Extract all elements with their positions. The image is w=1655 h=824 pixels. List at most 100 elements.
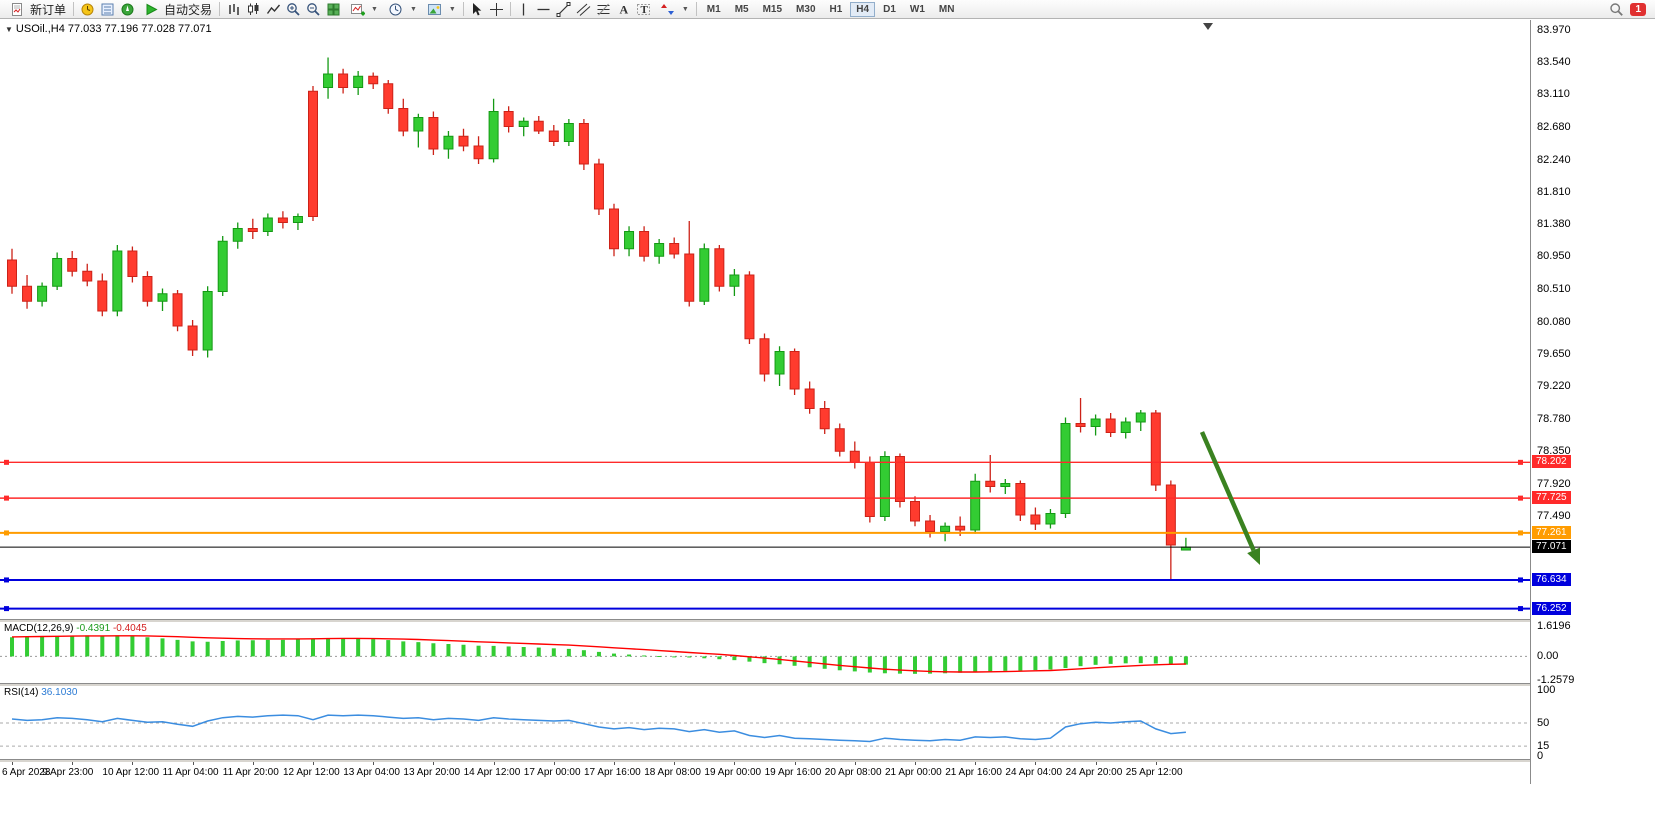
- indicators-button[interactable]: ▼: [343, 1, 382, 18]
- svg-text:T: T: [641, 4, 649, 16]
- time-axis-label: 13 Apr 20:00: [403, 767, 461, 778]
- data-window-icon[interactable]: [97, 1, 117, 18]
- fibonacci-tool-icon[interactable]: [594, 1, 614, 18]
- periods-button[interactable]: ▼: [382, 1, 421, 18]
- macd-indicator-label: MACD(12,26,9) -0.4391 -0.4045: [4, 623, 147, 634]
- timeframe-m15-button[interactable]: M15: [757, 2, 788, 17]
- shift-marker-icon[interactable]: [1203, 23, 1213, 30]
- time-tick: [1155, 762, 1157, 765]
- price-axis-label: 80.950: [1537, 250, 1571, 263]
- time-axis-label: 17 Apr 16:00: [584, 767, 641, 778]
- price-axis-label: 79.220: [1537, 380, 1571, 392]
- time-axis-label: 24 Apr 20:00: [1065, 767, 1123, 778]
- time-tick: [192, 762, 194, 765]
- time-axis-label: 11 Apr 20:00: [222, 767, 279, 778]
- templates-button[interactable]: ▼: [421, 1, 460, 18]
- time-axis-label: 20 Apr 08:00: [824, 767, 882, 778]
- add-indicator-icon: [347, 1, 367, 18]
- toolbar: 新订单 自动交易: [0, 0, 1655, 19]
- one-click-trading-icon[interactable]: ▼: [5, 25, 13, 34]
- timeframe-m1-button[interactable]: M1: [701, 2, 727, 17]
- hline-77.261[interactable]: [0, 530, 1530, 536]
- cursor-icon[interactable]: [467, 1, 487, 18]
- autotrading-play-icon: [141, 1, 161, 18]
- time-tick: [132, 762, 134, 765]
- channel-tool-icon[interactable]: [574, 1, 594, 18]
- hline-77.725[interactable]: [0, 495, 1530, 501]
- candles-layer: [7, 57, 1191, 581]
- time-tick: [794, 762, 796, 765]
- trendline-tool-icon[interactable]: [554, 1, 574, 18]
- time-tick: [915, 762, 916, 765]
- timeframe-h1-button[interactable]: H1: [824, 2, 849, 17]
- chart-symbol-period: USOil.,H4: [15, 23, 65, 35]
- new-order-button[interactable]: 新订单: [3, 1, 70, 18]
- price-axis[interactable]: 83.970 83.540 83.110 82.680 82.240 81.810 81.3…: [1531, 20, 1655, 784]
- price-axis-label: 50: [1537, 717, 1550, 729]
- horizontal-line-tool-icon[interactable]: [534, 1, 554, 18]
- text-label-tool-icon[interactable]: T: [634, 1, 654, 18]
- rsi-pane-canvas[interactable]: [0, 686, 1530, 760]
- price-axis-label: 0: [1537, 750, 1544, 762]
- zoom-in-icon[interactable]: [283, 1, 303, 18]
- timeframe-h4-button[interactable]: H4: [850, 1, 876, 17]
- price-badge: 77.261: [1532, 525, 1571, 539]
- time-axis-label: 19 Apr 00:00: [704, 767, 762, 778]
- arrows-tool-icon: [658, 1, 678, 18]
- main-chart-canvas[interactable]: [0, 20, 1530, 620]
- zoom-out-icon[interactable]: [303, 1, 323, 18]
- time-tick: [313, 762, 314, 765]
- timeframe-m5-button[interactable]: M5: [729, 2, 755, 17]
- timeframe-m30-button[interactable]: M30: [790, 2, 821, 17]
- price-axis-label: 82.680: [1537, 120, 1571, 133]
- tile-windows-icon[interactable]: [323, 1, 343, 18]
- time-axis[interactable]: 6 Apr 2023 9 Apr 23:00 10 Apr 12:00 11 Apr …: [0, 762, 1530, 784]
- market-watch-icon[interactable]: [77, 1, 97, 18]
- trend-arrow[interactable]: [1199, 431, 1261, 565]
- time-tick: [553, 762, 555, 765]
- candlestick-chart-icon[interactable]: [243, 1, 263, 18]
- time-tick: [433, 762, 435, 765]
- text-tool-icon[interactable]: A: [614, 1, 634, 18]
- time-tick: [373, 762, 375, 765]
- time-axis-label: 18 Apr 08:00: [644, 767, 701, 778]
- arrows-tool-button[interactable]: ▼: [654, 1, 693, 18]
- macd-pane-canvas[interactable]: [0, 622, 1530, 684]
- macd-name: MACD(12,26,9): [4, 623, 74, 634]
- bar-chart-icon[interactable]: [223, 1, 243, 18]
- time-axis-label: 12 Apr 12:00: [283, 767, 340, 778]
- rsi-indicator-label: RSI(14) 36.1030: [4, 687, 77, 698]
- template-image-icon: [425, 1, 445, 18]
- search-icon[interactable]: [1606, 1, 1626, 18]
- price-axis-label: 78.350: [1537, 445, 1571, 458]
- time-axis-label: 24 Apr 04:00: [1005, 767, 1063, 778]
- vertical-line-tool-icon[interactable]: [514, 1, 534, 18]
- timeframe-w1-button[interactable]: W1: [904, 2, 931, 17]
- time-tick: [854, 762, 856, 765]
- price-badge: 76.634: [1532, 572, 1571, 586]
- price-axis-label: 80.080: [1537, 315, 1571, 328]
- crosshair-icon[interactable]: [487, 1, 507, 18]
- price-axis-label: 80.510: [1537, 283, 1571, 296]
- pane-splitter[interactable]: [0, 759, 1655, 762]
- price-axis-label: -1.2579: [1537, 674, 1575, 686]
- price-axis-label: 79.650: [1537, 347, 1571, 360]
- pane-splitter[interactable]: [0, 619, 1655, 622]
- price-axis-label: 81.810: [1537, 185, 1571, 198]
- notification-badge[interactable]: 1: [1630, 2, 1646, 16]
- clock-icon: [386, 1, 406, 18]
- time-tick: [493, 762, 495, 765]
- time-axis-label: 13 Apr 04:00: [343, 767, 400, 778]
- timeframe-d1-button[interactable]: D1: [877, 2, 902, 17]
- timeframe-mn-button[interactable]: MN: [933, 2, 961, 17]
- toolbar-separator: [462, 2, 464, 16]
- line-chart-icon[interactable]: [263, 1, 283, 18]
- hline-76.252[interactable]: [0, 606, 1530, 612]
- hline-76.634[interactable]: [0, 577, 1530, 583]
- pane-splitter[interactable]: [0, 683, 1655, 686]
- rsi-name: RSI(14): [4, 687, 39, 698]
- navigator-icon[interactable]: [117, 1, 137, 18]
- time-tick: [252, 762, 254, 765]
- hline-78.202[interactable]: [0, 459, 1530, 465]
- autotrading-button[interactable]: 自动交易: [137, 1, 216, 18]
